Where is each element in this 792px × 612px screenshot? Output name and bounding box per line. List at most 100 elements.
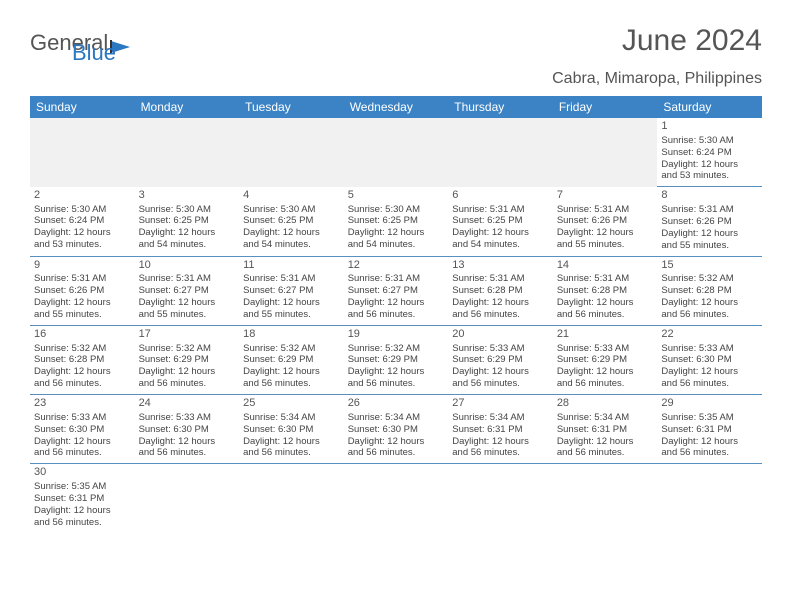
calendar-row: 16 Sunrise: 5:32 AM Sunset: 6:28 PM Dayligh… (30, 325, 762, 394)
sunrise-text: Sunrise: 5:30 AM (348, 204, 445, 216)
sunset-text: Sunset: 6:24 PM (661, 147, 758, 159)
day-number: 30 (34, 466, 131, 480)
weekday-header: Friday (553, 96, 658, 118)
daylight-text: Daylight: 12 hours (348, 436, 445, 448)
day-number: 21 (557, 328, 654, 342)
daylight-text: and 56 minutes. (661, 309, 758, 321)
day-number: 24 (139, 397, 236, 411)
day-number: 8 (661, 189, 758, 203)
sunset-text: Sunset: 6:31 PM (452, 424, 549, 436)
sunset-text: Sunset: 6:30 PM (243, 424, 340, 436)
sunset-text: Sunset: 6:29 PM (557, 354, 654, 366)
daylight-text: and 56 minutes. (348, 447, 445, 459)
calendar-row: 23Sunrise: 5:33 AMSunset: 6:30 PMDayligh… (30, 395, 762, 464)
daylight-text: and 56 minutes. (139, 378, 236, 390)
day-number: 29 (661, 397, 758, 411)
sunset-text: Sunset: 6:25 PM (243, 215, 340, 227)
calendar-cell: 12Sunrise: 5:31 AMSunset: 6:27 PMDayligh… (344, 256, 449, 325)
calendar-cell: 25Sunrise: 5:34 AMSunset: 6:30 PMDayligh… (239, 395, 344, 464)
day-number: 25 (243, 397, 340, 411)
weekday-header: Sunday (30, 96, 135, 118)
sunset-text: Sunset: 6:27 PM (348, 285, 445, 297)
day-number: 19 (348, 328, 445, 342)
calendar-cell-empty (448, 118, 553, 187)
sunrise-text: Sunrise: 5:31 AM (243, 273, 340, 285)
daylight-text: and 56 minutes. (452, 378, 549, 390)
sunset-text: Sunset: 6:31 PM (557, 424, 654, 436)
daylight-text: and 54 minutes. (452, 239, 549, 251)
daylight-text: Daylight: 12 hours (34, 297, 131, 309)
day-number: 6 (452, 189, 549, 203)
day-number: 22 (661, 328, 758, 342)
daylight-text: and 56 minutes. (557, 309, 654, 321)
calendar-cell-empty (553, 118, 658, 187)
daylight-text: and 56 minutes. (243, 378, 340, 390)
daylight-text: Daylight: 12 hours (34, 505, 131, 517)
sunrise-text: Sunrise: 5:32 AM (348, 343, 445, 355)
calendar-cell: 26Sunrise: 5:34 AMSunset: 6:30 PMDayligh… (344, 395, 449, 464)
sunset-text: Sunset: 6:31 PM (661, 424, 758, 436)
sunrise-text: Sunrise: 5:30 AM (243, 204, 340, 216)
sunrise-text: Sunrise: 5:30 AM (34, 204, 131, 216)
day-number: 2 (34, 189, 131, 203)
calendar-cell: 7Sunrise: 5:31 AMSunset: 6:26 PMDaylight… (553, 187, 658, 256)
day-number: 27 (452, 397, 549, 411)
daylight-text: and 56 minutes. (34, 378, 131, 390)
sunset-text: Sunset: 6:29 PM (348, 354, 445, 366)
calendar-cell: 1Sunrise: 5:30 AMSunset: 6:24 PMDaylight… (657, 118, 762, 187)
sunrise-text: Sunrise: 5:31 AM (661, 204, 758, 216)
daylight-text: Daylight: 12 hours (243, 297, 340, 309)
calendar-cell: 30Sunrise: 5:35 AMSunset: 6:31 PMDayligh… (30, 464, 135, 533)
sunset-text: Sunset: 6:31 PM (34, 493, 131, 505)
calendar-cell: 2Sunrise: 5:30 AMSunset: 6:24 PMDaylight… (30, 187, 135, 256)
calendar-cell: 13Sunrise: 5:31 AMSunset: 6:28 PMDayligh… (448, 256, 553, 325)
daylight-text: and 55 minutes. (661, 240, 758, 252)
daylight-text: and 56 minutes. (348, 378, 445, 390)
daylight-text: and 56 minutes. (34, 517, 131, 529)
sunset-text: Sunset: 6:25 PM (139, 215, 236, 227)
sunrise-text: Sunrise: 5:31 AM (452, 204, 549, 216)
sunset-text: Sunset: 6:29 PM (139, 354, 236, 366)
daylight-text: and 55 minutes. (139, 309, 236, 321)
sunrise-text: Sunrise: 5:34 AM (557, 412, 654, 424)
day-number: 14 (557, 259, 654, 273)
day-number: 5 (348, 189, 445, 203)
calendar-cell-empty (30, 118, 135, 187)
daylight-text: Daylight: 12 hours (243, 366, 340, 378)
sunrise-text: Sunrise: 5:33 AM (452, 343, 549, 355)
sunset-text: Sunset: 6:28 PM (34, 354, 131, 366)
sunset-text: Sunset: 6:26 PM (661, 216, 758, 228)
day-number: 20 (452, 328, 549, 342)
sunrise-text: Sunrise: 5:35 AM (661, 412, 758, 424)
sunset-text: Sunset: 6:28 PM (661, 285, 758, 297)
calendar-cell-empty (657, 464, 762, 533)
calendar-cell: 19Sunrise: 5:32 AMSunset: 6:29 PMDayligh… (344, 325, 449, 394)
daylight-text: Daylight: 12 hours (243, 227, 340, 239)
daylight-text: Daylight: 12 hours (139, 366, 236, 378)
day-number: 18 (243, 328, 340, 342)
daylight-text: and 56 minutes. (452, 309, 549, 321)
day-number: 17 (139, 328, 236, 342)
calendar-cell: 11Sunrise: 5:31 AMSunset: 6:27 PMDayligh… (239, 256, 344, 325)
daylight-text: Daylight: 12 hours (348, 227, 445, 239)
sunrise-text: Sunrise: 5:30 AM (139, 204, 236, 216)
daylight-text: Daylight: 12 hours (452, 366, 549, 378)
calendar-cell-empty (553, 464, 658, 533)
calendar-cell: 14Sunrise: 5:31 AMSunset: 6:28 PMDayligh… (553, 256, 658, 325)
sunset-text: Sunset: 6:24 PM (34, 215, 131, 227)
day-number: 28 (557, 397, 654, 411)
daylight-text: Daylight: 12 hours (34, 227, 131, 239)
sunset-text: Sunset: 6:25 PM (348, 215, 445, 227)
daylight-text: and 56 minutes. (557, 447, 654, 459)
daylight-text: Daylight: 12 hours (139, 297, 236, 309)
daylight-text: and 54 minutes. (348, 239, 445, 251)
calendar-cell-empty (239, 118, 344, 187)
sunrise-text: Sunrise: 5:33 AM (34, 412, 131, 424)
sunset-text: Sunset: 6:28 PM (557, 285, 654, 297)
day-number: 13 (452, 259, 549, 273)
day-number: 16 (34, 328, 131, 342)
daylight-text: Daylight: 12 hours (661, 297, 758, 309)
daylight-text: Daylight: 12 hours (557, 436, 654, 448)
calendar-cell: 29Sunrise: 5:35 AMSunset: 6:31 PMDayligh… (657, 395, 762, 464)
location-text: Cabra, Mimaropa, Philippines (30, 70, 762, 88)
